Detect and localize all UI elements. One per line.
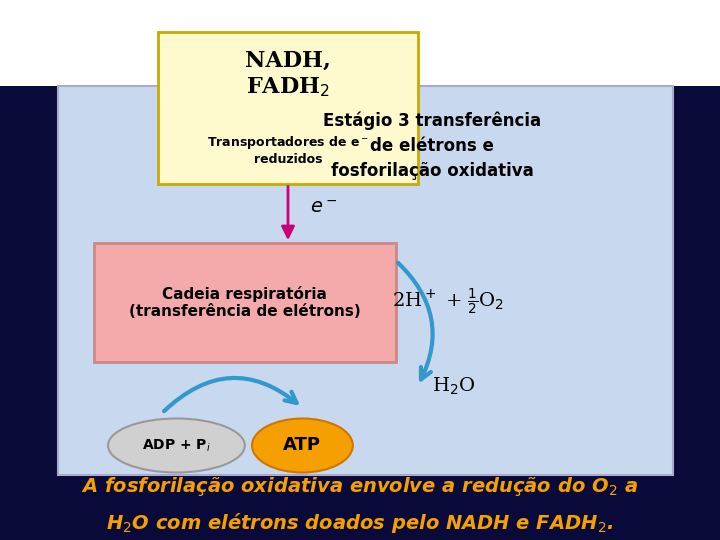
FancyBboxPatch shape — [0, 0, 720, 86]
Text: $e^-$: $e^-$ — [310, 199, 337, 217]
FancyBboxPatch shape — [94, 243, 396, 362]
Text: H$_2$O: H$_2$O — [432, 375, 475, 397]
Ellipse shape — [252, 418, 353, 472]
Text: ADP + P$_i$: ADP + P$_i$ — [142, 437, 211, 454]
FancyArrowPatch shape — [164, 378, 297, 411]
FancyArrowPatch shape — [398, 263, 433, 380]
Text: Estágio 3 transferência
de elétrons e
fosforilação oxidativa: Estágio 3 transferência de elétrons e fo… — [323, 112, 541, 180]
FancyBboxPatch shape — [58, 86, 673, 475]
Ellipse shape — [108, 418, 245, 472]
Text: Cadeia respiratória
(transferência de elétrons): Cadeia respiratória (transferência de el… — [129, 286, 361, 319]
Text: 2H$^+$ + $\frac{1}{2}$O$_2$: 2H$^+$ + $\frac{1}{2}$O$_2$ — [392, 287, 505, 318]
Text: A fosforilação oxidativa envolve a redução do O$_2$ a
H$_2$O com elétrons doados: A fosforilação oxidativa envolve a reduç… — [81, 475, 639, 535]
Text: NADH,
FADH$_2$: NADH, FADH$_2$ — [245, 50, 331, 99]
FancyBboxPatch shape — [158, 32, 418, 184]
Text: ATP: ATP — [284, 436, 321, 455]
Text: Transportadores de e$^-$
reduzidos: Transportadores de e$^-$ reduzidos — [207, 134, 369, 166]
